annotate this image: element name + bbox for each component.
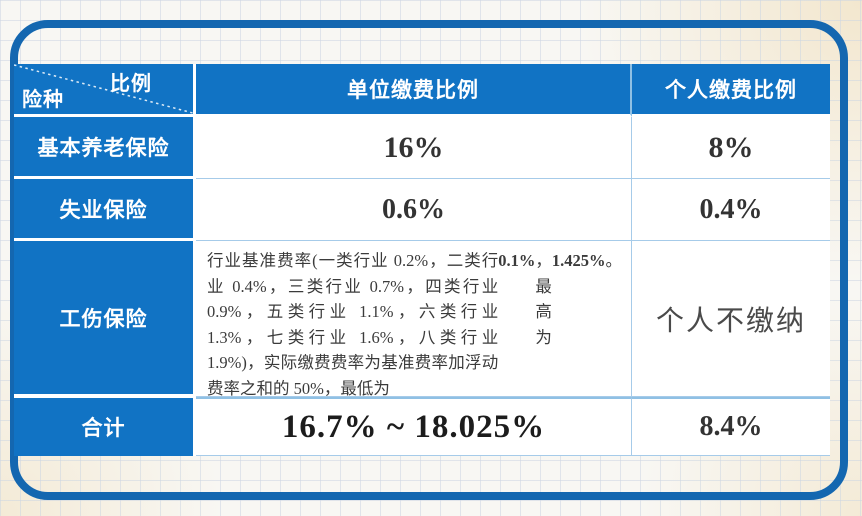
work-injury-unit-rate-description: 行业基准费率(一类行业 0.2%，二类行业 0.4%，三类行业 0.7%，四类行… <box>196 241 632 398</box>
corner-label-insurance-type: 险种 <box>22 89 64 111</box>
column-header-unit-rate: 单位缴费比例 <box>196 64 632 117</box>
diagonal-divider-line <box>14 64 193 114</box>
row-label-total: 合计 <box>14 397 196 456</box>
work-injury-personal-rate: 个人不缴纳 <box>632 241 830 397</box>
column-header-personal-rate: 个人缴费比例 <box>632 64 830 117</box>
table-corner-cell: 比例 险种 <box>14 64 196 117</box>
total-personal-rate: 8.4% <box>632 397 830 456</box>
total-unit-rate: 16.7% ~ 18.025% <box>196 397 632 456</box>
pension-unit-rate: 16% <box>196 117 632 179</box>
row-label-work-injury: 工伤保险 <box>14 241 196 397</box>
contribution-rate-table: 比例 险种 单位缴费比例 个人缴费比例 基本养老保险 16% 8% 失业保险 0… <box>14 64 830 456</box>
unemployment-personal-rate: 0.4% <box>632 179 830 241</box>
row-label-unemployment: 失业保险 <box>14 179 196 241</box>
unemployment-unit-rate: 0.6% <box>196 179 632 241</box>
row-label-pension: 基本养老保险 <box>14 117 196 179</box>
corner-label-ratio: 比例 <box>110 73 152 95</box>
pension-personal-rate: 8% <box>632 117 830 179</box>
